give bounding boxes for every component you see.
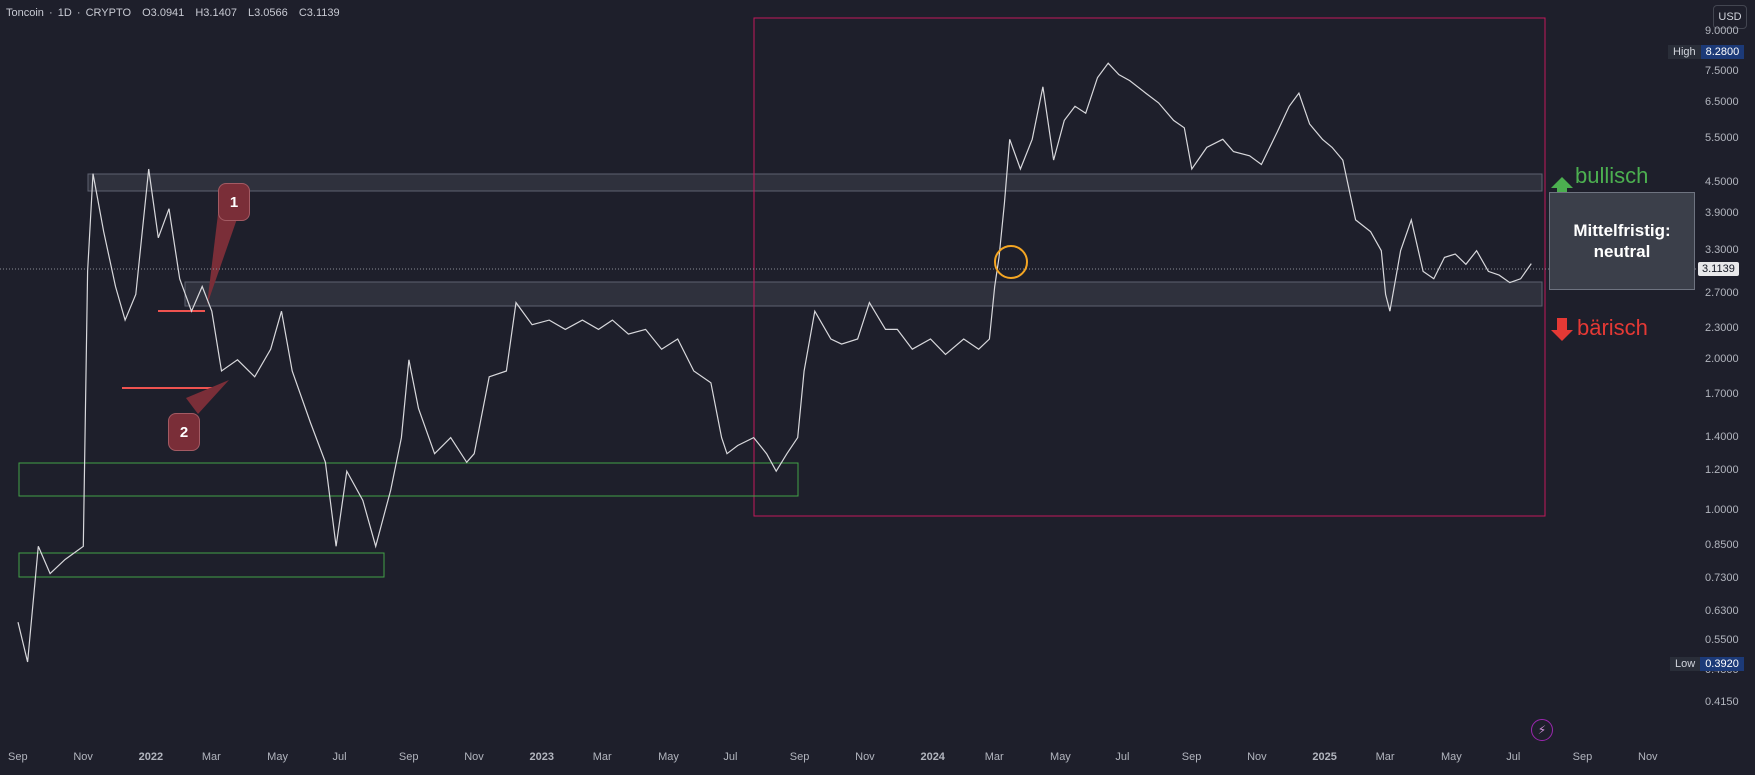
breakout-circle: [994, 245, 1028, 279]
price-tick-label: 0.8500: [1705, 539, 1739, 552]
time-tick-label: May: [1050, 751, 1071, 763]
callout-2: 2: [168, 413, 200, 451]
time-tick-label: Mar: [984, 751, 1004, 763]
ohlc-high: H3.1407: [195, 7, 237, 19]
time-tick-label: Mar: [592, 751, 612, 763]
time-tick-label: Jul: [1115, 751, 1130, 763]
low-label: Low: [1670, 657, 1701, 671]
price-tick-label: 3.9000: [1705, 207, 1739, 220]
bullish-label: bullisch: [1575, 163, 1649, 188]
time-tick-label: Nov: [464, 751, 484, 763]
time-tick-label: Sep: [8, 751, 28, 763]
interval: 1D: [57, 7, 72, 19]
outlook-box: Mittelfristig: neutral: [1549, 192, 1695, 290]
time-tick-label: Nov: [1638, 751, 1658, 763]
price-tick-label: 5.5000: [1705, 132, 1739, 145]
time-tick-label: Jul: [332, 751, 347, 763]
high-label: High: [1668, 45, 1701, 59]
time-tick-label: 2025: [1312, 751, 1337, 763]
support-zone: [184, 281, 1543, 307]
price-tick-label: 7.5000: [1705, 64, 1739, 77]
price-tick-label: 0.6300: [1705, 604, 1739, 617]
price-tick-label: 1.0000: [1705, 503, 1739, 516]
bolt-icon[interactable]: ⚡: [1531, 719, 1553, 741]
time-tick-label: Sep: [1572, 751, 1593, 763]
price-tick-label: 0.4150: [1705, 695, 1739, 708]
bearish-label: bärisch: [1577, 315, 1648, 340]
price-tick-label: 2.0000: [1705, 352, 1739, 365]
header-sep: ·: [76, 7, 81, 19]
arrow-up-icon: [1551, 177, 1573, 197]
time-tick-label: Nov: [855, 751, 875, 763]
price-tick-label: 1.7000: [1705, 388, 1739, 401]
time-tick-label: May: [1440, 751, 1462, 763]
time-tick-label: Sep: [398, 751, 419, 763]
time-tick-label: May: [658, 751, 679, 763]
symbol-name: Toncoin: [6, 7, 44, 19]
resistance-zone: [87, 173, 1543, 192]
time-tick-label: 2023: [529, 751, 555, 763]
ohlc-low: L3.0566: [248, 7, 288, 19]
arrow-down-icon: [1551, 318, 1573, 341]
time-tick-label: Jul: [723, 751, 738, 763]
time-tick-label: Nov: [73, 751, 93, 763]
range-box: [753, 17, 1546, 517]
demand-zone-lower: [18, 552, 385, 578]
time-tick-label: May: [267, 751, 288, 763]
ohlc-open: O3.0941: [142, 7, 185, 19]
time-tick-label: Mar: [1375, 751, 1395, 763]
low-tag: Low 0.3920: [1670, 657, 1744, 671]
price-tick-label: 0.7300: [1705, 572, 1739, 585]
callout-1: 1: [218, 183, 250, 221]
time-tick-label: Sep: [1181, 751, 1202, 763]
callout-2-pointer: [186, 380, 229, 414]
outlook-title: Mittelfristig:: [1573, 220, 1671, 240]
time-tick-label: Nov: [1247, 751, 1267, 763]
outlook-value: neutral: [1593, 242, 1651, 261]
time-tick-label: 2024: [920, 751, 945, 763]
currency-button[interactable]: USD: [1713, 5, 1747, 29]
price-line: [17, 62, 1532, 663]
high-tag: High 8.2800: [1668, 45, 1745, 59]
time-tick-label: Mar: [201, 751, 221, 763]
symbol-header: Toncoin · 1D · CRYPTO O3.0941 H3.1407 L3…: [6, 7, 342, 19]
low-value: 0.3920: [1700, 657, 1744, 671]
time-tick-label: 2022: [138, 751, 164, 763]
price-tick-label: 3.3000: [1705, 243, 1739, 256]
demand-zone-upper: [18, 462, 799, 497]
time-tick-label: Sep: [789, 751, 810, 763]
price-tick-label: 1.4000: [1705, 430, 1739, 443]
price-tick-label: 2.3000: [1705, 322, 1739, 335]
callout-1-pointer: [207, 214, 238, 305]
current-price-tag: 3.1139: [1698, 262, 1739, 276]
exchange: CRYPTO: [85, 7, 132, 19]
price-tick-label: 1.2000: [1705, 464, 1739, 477]
high-value: 8.2800: [1700, 45, 1745, 59]
time-tick-label: Jul: [1506, 751, 1521, 763]
price-tick-label: 0.5500: [1705, 634, 1739, 647]
price-tick-label: 2.7000: [1705, 287, 1739, 300]
price-tick-label: 4.5000: [1705, 176, 1739, 189]
ohlc-close: C3.1139: [298, 7, 340, 19]
header-sep: ·: [48, 7, 53, 19]
price-tick-label: 9.0000: [1705, 25, 1739, 37]
price-tick-label: 6.5000: [1705, 95, 1739, 108]
